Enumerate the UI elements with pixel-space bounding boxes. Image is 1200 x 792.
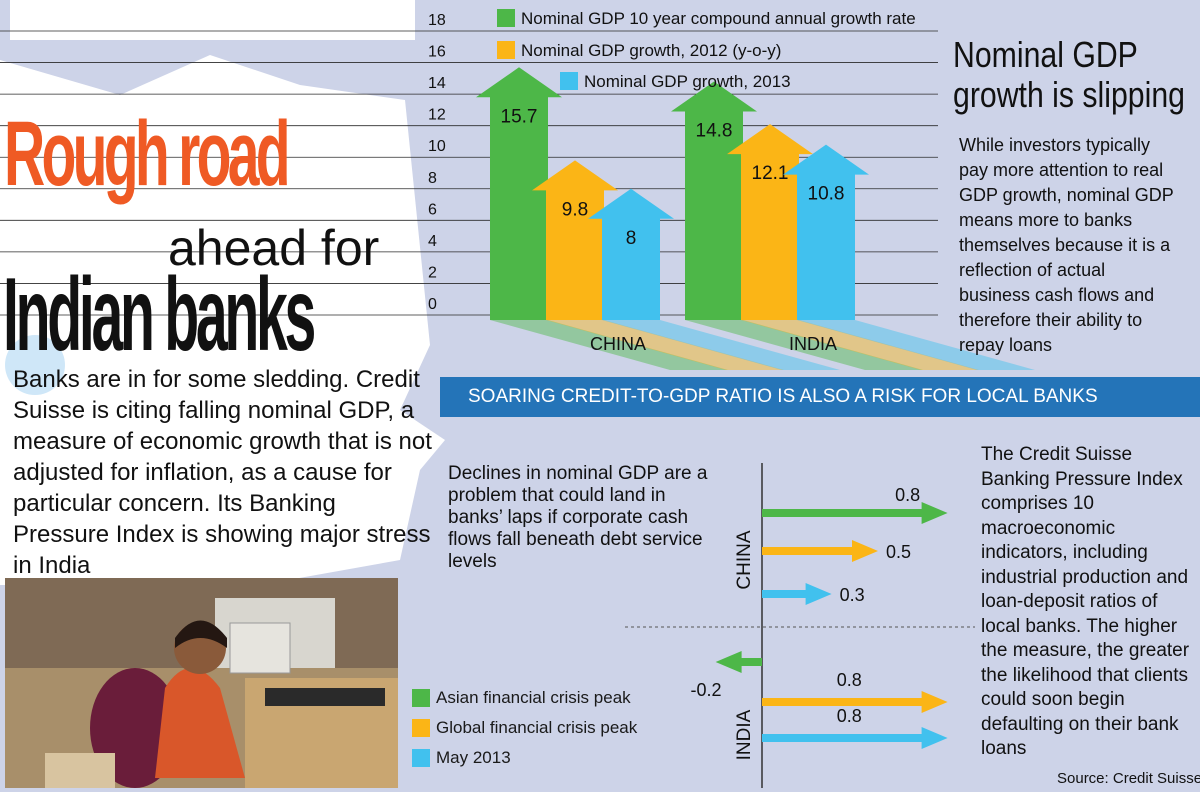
bar-shadow: [685, 320, 923, 370]
y-tick-label: 12: [428, 107, 446, 124]
headline-line-2: ahead for: [168, 220, 380, 276]
index-arrow: [762, 691, 948, 713]
index-arrow: [762, 502, 948, 524]
index-value-label: 0.8: [895, 485, 920, 505]
legend-label: Nominal GDP 10 year compound annual grow…: [521, 9, 916, 28]
y-tick-label: 8: [428, 170, 437, 187]
pressure-legend: Asian financial crisis peak Global finan…: [412, 683, 637, 773]
index-arrow: [762, 583, 832, 605]
legend-swatch-green: [412, 689, 430, 707]
category-label: INDIA: [789, 334, 837, 354]
bar-arrow: [783, 144, 869, 320]
y-tick-label: 6: [428, 201, 437, 218]
y-tick-label: 18: [428, 12, 446, 29]
bar-value-label: 14.8: [696, 120, 733, 141]
category-label: CHINA: [590, 334, 646, 354]
bar-arrow: [671, 81, 757, 320]
index-value-label: 0.3: [840, 585, 865, 605]
legend-label: Global financial crisis peak: [436, 718, 638, 737]
sidebar-heading-line-1: Nominal GDP: [953, 34, 1138, 75]
y-tick-label: 4: [428, 233, 437, 250]
bar-shadow: [797, 320, 1035, 370]
legend-swatch: [497, 41, 515, 59]
bar-shadow: [490, 320, 728, 370]
lower-left-paragraph: Declines in nominal GDP are a problem th…: [448, 463, 708, 572]
group-label: INDIA: [734, 709, 755, 760]
paper-shape-left: [0, 55, 445, 585]
index-arrow: [762, 727, 948, 749]
band-title: SOARING CREDIT-TO-GDP RATIO IS ALSO A RI…: [468, 386, 1098, 407]
legend-label: Asian financial crisis peak: [436, 688, 631, 707]
index-arrow: [762, 540, 878, 562]
y-tick-label: 10: [428, 138, 446, 155]
bank-photo: [5, 578, 398, 788]
legend-swatch-orange: [412, 719, 430, 737]
index-value-label: 0.8: [837, 670, 862, 690]
legend-label: Nominal GDP growth, 2012 (y-o-y): [521, 41, 781, 60]
legend-item-global: Global financial crisis peak: [412, 713, 637, 743]
legend-swatch: [497, 9, 515, 27]
bar-value-label: 10.8: [808, 184, 845, 205]
legend-swatch-blue: [412, 749, 430, 767]
legend-label: May 2013: [436, 748, 511, 767]
bar-value-label: 12.1: [752, 163, 789, 184]
bar-arrow: [476, 67, 562, 321]
bar-value-label: 9.8: [562, 199, 588, 220]
index-arrow: [715, 651, 762, 673]
headline-line-1: Rough road: [4, 103, 291, 205]
paper-shape-top: [10, 0, 415, 40]
bar-value-label: 15.7: [501, 106, 538, 127]
paper-circle: [5, 335, 65, 395]
legend-item-may: May 2013: [412, 743, 637, 773]
section-band: SOARING CREDIT-TO-GDP RATIO IS ALSO A RI…: [440, 377, 1200, 417]
pressure-index-chart: CHINA 0.8 0.5 0.3 INDIA -0.2 0.8 0.8: [625, 463, 975, 788]
bar-shadow: [602, 320, 840, 370]
y-tick-label: 2: [428, 264, 437, 281]
y-tick-label: 16: [428, 44, 446, 61]
legend-label: Nominal GDP growth, 2013: [584, 72, 791, 91]
y-tick-label: 14: [428, 75, 446, 92]
bar-arrow: [588, 188, 674, 320]
headline-line-3: Indian banks: [3, 257, 316, 373]
intro-paragraph: Banks are in for some sledding. Credit S…: [13, 366, 432, 579]
lower-right-paragraph: The Credit Suisse Banking Pressure Index…: [981, 444, 1190, 759]
bar-arrow: [532, 160, 618, 320]
y-tick-label: 0: [428, 296, 437, 313]
group-label: CHINA: [734, 530, 755, 589]
sidebar-paragraph: While investors typically pay more atten…: [959, 135, 1174, 355]
index-value-label: -0.2: [690, 680, 721, 700]
bar-shadow: [741, 320, 979, 370]
sidebar-heading-line-2: growth is slipping: [953, 74, 1185, 115]
bar-shadow: [546, 320, 784, 370]
gdp-growth-chart: 0 2 4 6 8 10 12 14 16 18 15.7 9.8 8 CHINA 14.8 12.1 10.8…: [0, 9, 1035, 370]
bar-value-label: 8: [626, 228, 637, 249]
legend-item-asian: Asian financial crisis peak: [412, 683, 637, 713]
index-value-label: 0.8: [837, 706, 862, 726]
legend-swatch: [560, 72, 578, 90]
source-note: Source: Credit Suisse: [1057, 770, 1200, 787]
index-value-label: 0.5: [886, 542, 911, 562]
